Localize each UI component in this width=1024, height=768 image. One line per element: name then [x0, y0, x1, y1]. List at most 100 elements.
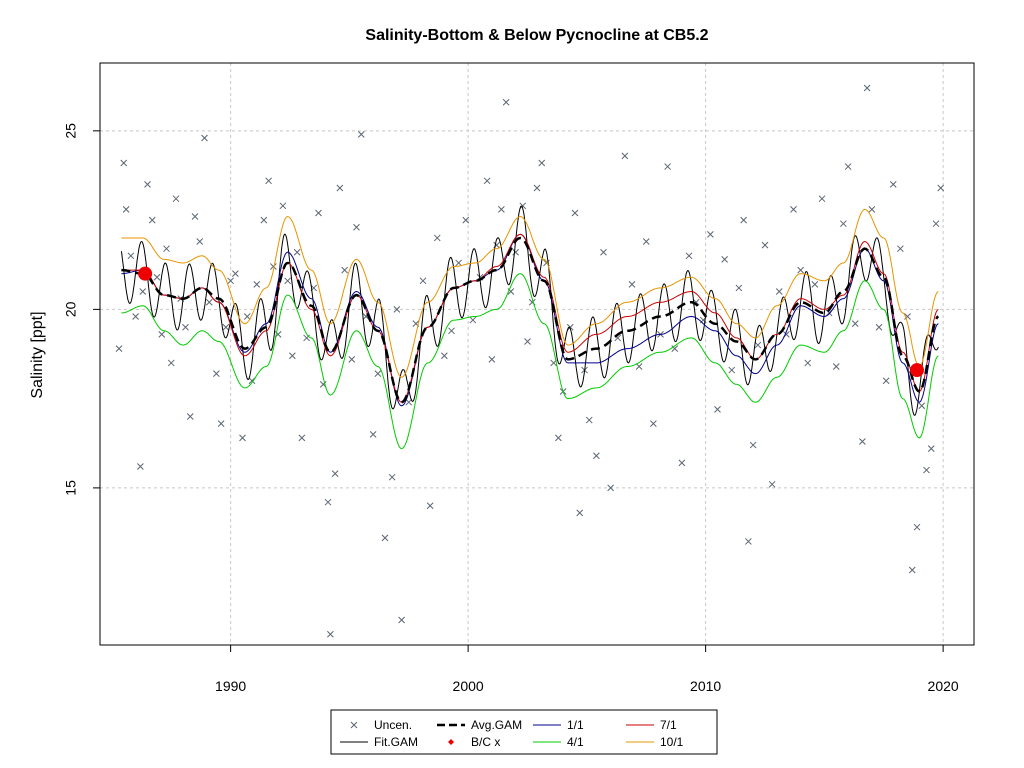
uncen-point [144, 181, 151, 188]
uncen-point [222, 323, 230, 331]
legend-item: Fit.GAM [340, 735, 418, 749]
uncen-point [455, 259, 462, 267]
uncen-point [284, 277, 291, 285]
legend-item: Avg.GAM [437, 718, 522, 732]
uncen-point [426, 502, 434, 510]
uncen-point [205, 298, 213, 306]
uncen-point [889, 181, 897, 188]
uncen-point [341, 266, 348, 274]
uncen-point [728, 366, 736, 374]
uncen-point [148, 216, 156, 224]
legend-item: 7/1 [626, 718, 677, 732]
y-tick-label: 25 [63, 123, 79, 139]
uncen-point [279, 202, 287, 210]
x-tick-label: 2020 [928, 678, 959, 694]
uncen-point [369, 430, 377, 438]
axes-layer: 1990 2000 2010 2020 15 20 25 [63, 123, 959, 694]
uncen-point [398, 616, 405, 624]
uncen-point [768, 480, 776, 488]
uncen-point [868, 206, 876, 213]
uncen-point [818, 195, 826, 203]
uncen-point [761, 241, 769, 249]
uncen-point [524, 338, 531, 345]
uncen-point [811, 281, 819, 288]
uncen-point [289, 352, 296, 360]
uncen-point [875, 323, 883, 331]
uncen-point [913, 523, 921, 531]
uncen-point [327, 630, 334, 638]
uncen-point [405, 398, 413, 406]
uncen-point [863, 84, 871, 92]
uncen-point [127, 252, 135, 260]
uncen-point [745, 538, 752, 545]
legend-item: 1/1 [533, 718, 584, 732]
uncen-point [714, 405, 721, 413]
y-tick-label: 20 [63, 301, 79, 317]
uncen-point [186, 413, 194, 420]
uncen-point [137, 463, 144, 470]
uncen-point [593, 452, 600, 460]
uncen-point [804, 359, 812, 367]
uncen-point [232, 270, 239, 278]
uncen-point [388, 473, 396, 481]
uncen-point [923, 466, 930, 474]
fit-gam-line [120, 205, 939, 416]
gam-lines-layer [120, 205, 940, 450]
uncen-point [927, 445, 935, 452]
uncen-point [678, 459, 686, 467]
uncen-point [462, 216, 470, 224]
uncen-point [265, 177, 272, 185]
legend-label: Fit.GAM [374, 735, 418, 749]
uncen-point [685, 252, 693, 260]
uncen-point [315, 209, 322, 217]
uncen-point [158, 331, 166, 338]
uncen-point [433, 234, 441, 242]
uncen-point [576, 509, 584, 517]
uncen-point [937, 184, 945, 192]
uncen-point [331, 470, 339, 477]
uncen-point [859, 438, 866, 445]
series-line-10-1 [121, 208, 939, 378]
uncen-point [357, 131, 365, 138]
uncen-point [167, 359, 175, 367]
uncen-point [201, 134, 208, 142]
plot-frame [99, 62, 975, 646]
uncen-point [115, 345, 123, 352]
uncen-point [419, 277, 427, 285]
bc-point [138, 266, 153, 281]
uncen-point [172, 195, 180, 203]
uncen-point [260, 216, 268, 224]
uncen-point [191, 213, 199, 220]
y-axis-title: Salinity [ppt] [29, 311, 46, 398]
uncen-point [253, 281, 261, 288]
uncen-point [448, 327, 455, 335]
legend-key-uncen [350, 721, 358, 729]
bc-points-layer [138, 266, 924, 378]
uncen-point [239, 434, 246, 442]
uncen-point [600, 248, 607, 256]
uncen-point [628, 281, 636, 288]
uncen-point [740, 216, 747, 224]
uncen-point [635, 363, 643, 370]
uncen-point [775, 288, 783, 295]
uncen-point [336, 184, 344, 192]
series-line-4-1 [121, 273, 939, 450]
uncen-point [270, 263, 277, 270]
uncensored-points-layer [115, 84, 945, 638]
uncen-point [721, 256, 728, 263]
uncen-point [664, 163, 671, 170]
uncen-point [213, 370, 220, 377]
series-line-7-1 [121, 233, 939, 403]
uncen-point [483, 177, 491, 185]
uncen-point [754, 341, 762, 349]
uncen-point [243, 313, 251, 320]
uncen-point [441, 352, 448, 360]
uncen-point [374, 370, 382, 377]
uncen-point [217, 420, 225, 427]
legend-label: Uncen. [374, 718, 412, 732]
uncen-point [512, 248, 519, 256]
uncen-point [555, 434, 562, 442]
legend-items: Uncen. Fit.GAM Avg.GAM B/C x 1/1 4/1 7/1 10/1 [340, 718, 684, 749]
uncen-point [353, 223, 360, 231]
x-tick-label: 2000 [453, 678, 484, 694]
